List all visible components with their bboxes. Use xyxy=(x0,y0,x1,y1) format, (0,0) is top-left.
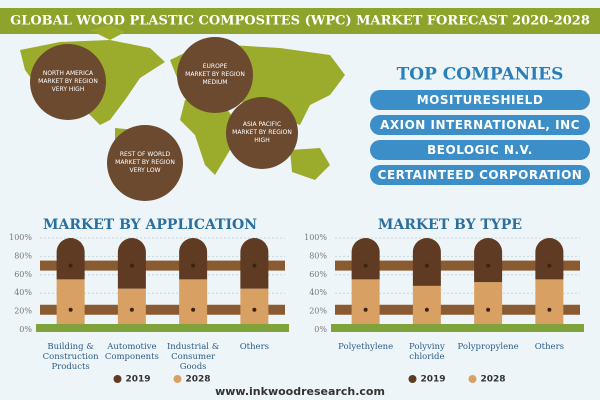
region-line: MARKET BY REGION xyxy=(115,159,175,166)
region-line: VERY LOW xyxy=(129,167,161,174)
bar xyxy=(56,238,85,280)
nail xyxy=(363,263,368,268)
nail xyxy=(424,263,429,268)
x-tick-label: Automotive Components xyxy=(104,342,159,362)
y-tick-label: 0% xyxy=(19,325,32,334)
footer-url: www.inkwoodresearch.com xyxy=(215,385,385,398)
y-tick-label: 100% xyxy=(304,233,327,242)
legend-label: 2028 xyxy=(481,375,506,385)
y-tick-label: 60% xyxy=(14,270,32,279)
legend-swatch xyxy=(408,375,417,383)
fence-rail xyxy=(40,304,285,315)
region-label: ASIA PACIFIC MARKET BY REGION HIGH xyxy=(222,121,302,145)
x-tick-label: Polyethylene xyxy=(338,342,394,352)
region-line: MARKET BY REGION xyxy=(232,129,292,136)
legend-label: 2028 xyxy=(186,375,211,385)
legend-swatch xyxy=(468,375,477,383)
company: AXION INTERNATIONAL, INC xyxy=(370,115,590,135)
region-label: EUROPE MARKET BY REGION MEDIUM xyxy=(175,63,255,87)
nail xyxy=(486,307,491,312)
legend-swatch xyxy=(173,375,182,383)
y-tick-label: 0% xyxy=(314,325,327,334)
fence-rail xyxy=(335,304,580,315)
chart-title: MARKET BY APPLICATION xyxy=(43,217,257,233)
region-label: NORTH AMERICA MARKET BY REGION VERY HIGH xyxy=(28,70,108,94)
title: GLOBAL WOOD PLASTIC COMPOSITES (WPC) MAR… xyxy=(10,14,590,29)
nail xyxy=(252,263,257,268)
x-tick-label: Others xyxy=(239,342,270,352)
bar xyxy=(535,279,564,330)
y-tick-label: 80% xyxy=(14,251,32,260)
region-line: MARKET BY REGION xyxy=(38,78,98,85)
company: BEOLOGIC N.V. xyxy=(370,140,590,160)
y-tick-label: 60% xyxy=(309,270,327,279)
bar xyxy=(351,238,380,280)
y-tick-label: 40% xyxy=(309,288,327,297)
region-bubbles xyxy=(30,37,298,201)
region-line: VERY HIGH xyxy=(51,86,85,93)
x-tick-label: Polypropylene xyxy=(457,342,519,352)
bar xyxy=(117,238,146,289)
y-tick-label: 20% xyxy=(14,307,32,316)
nail xyxy=(129,307,134,312)
bar xyxy=(351,279,380,330)
region-line: MEDIUM xyxy=(202,79,228,86)
company: MOSITURESHIELD xyxy=(370,90,590,110)
fence-rail xyxy=(40,260,285,271)
region-line: REST OF WORLD xyxy=(119,151,171,158)
x-tick-label: Industrial & Consumer Goods xyxy=(166,342,220,372)
chart-title: MARKET BY TYPE xyxy=(378,217,522,233)
bar xyxy=(412,238,441,286)
y-tick-label: 40% xyxy=(14,288,32,297)
nail xyxy=(68,307,73,312)
company: CERTAINTEED CORPORATION xyxy=(370,165,590,185)
nail xyxy=(363,307,368,312)
grass xyxy=(36,324,289,332)
nail xyxy=(547,263,552,268)
grass xyxy=(331,324,584,332)
y-tick-label: 20% xyxy=(309,307,327,316)
region-line: NORTH AMERICA xyxy=(42,70,94,77)
nail xyxy=(191,307,196,312)
legend-label: 2019 xyxy=(126,375,151,385)
companies-title: TOP COMPANIES xyxy=(397,65,564,85)
nail xyxy=(129,263,134,268)
x-tick-label: Others xyxy=(534,342,565,352)
region-line: ASIA PACIFIC xyxy=(242,121,282,128)
nail xyxy=(486,263,491,268)
fence-rail xyxy=(335,260,580,271)
legend-label: 2019 xyxy=(421,375,446,385)
nail xyxy=(252,307,257,312)
x-tick-label: Building & Construction Products xyxy=(42,342,99,372)
region-line: MARKET BY REGION xyxy=(185,71,245,78)
nail xyxy=(547,307,552,312)
x-tick-label: Polyviny chloride xyxy=(408,342,445,362)
nail xyxy=(424,307,429,312)
bar xyxy=(474,282,503,330)
bar xyxy=(179,238,208,280)
y-tick-label: 80% xyxy=(309,251,327,260)
region-line: HIGH xyxy=(254,137,270,144)
y-tick-label: 100% xyxy=(9,233,32,242)
nail xyxy=(68,263,73,268)
region-line: EUROPE xyxy=(202,63,228,70)
region-label: REST OF WORLD MARKET BY REGION VERY LOW xyxy=(105,151,185,175)
bar xyxy=(56,279,85,330)
nail xyxy=(191,263,196,268)
bar xyxy=(535,238,564,280)
bar xyxy=(179,279,208,330)
legend-swatch xyxy=(113,375,122,383)
bar xyxy=(474,238,503,283)
bar xyxy=(240,238,269,289)
